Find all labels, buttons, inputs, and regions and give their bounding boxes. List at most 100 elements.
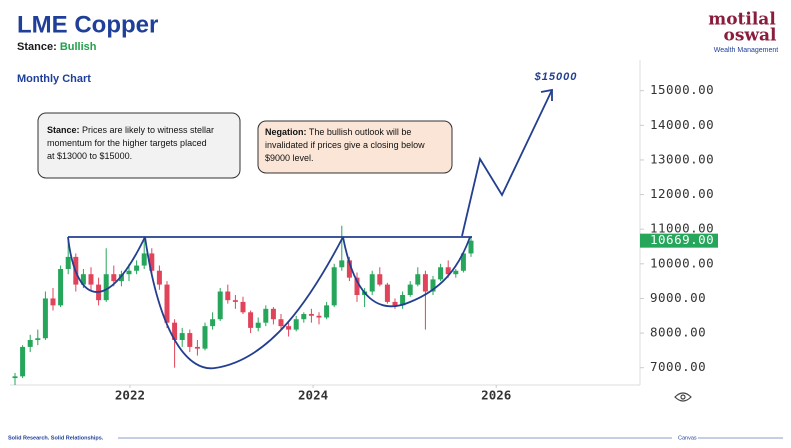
pattern <box>67 88 553 370</box>
y-tick-label: 10000.00 <box>650 255 714 270</box>
y-tick-label: 8000.00 <box>650 325 706 340</box>
candle-body <box>377 274 383 285</box>
box-line: momentum for the higher targets placed <box>47 138 207 148</box>
logo-tagline: Wealth Management <box>714 47 779 54</box>
negation-box-text: Negation: The bullish outlook will be in… <box>265 127 427 163</box>
candle-body <box>50 298 56 306</box>
box-line: invalidated if prices give a closing bel… <box>265 140 425 150</box>
candle-body <box>134 265 140 271</box>
candle-body <box>453 270 459 275</box>
candle-body <box>324 305 330 318</box>
stance-box <box>37 112 241 179</box>
candle-body <box>468 240 474 254</box>
candle-body <box>58 269 64 306</box>
projection <box>461 89 553 237</box>
candle-body <box>126 270 132 275</box>
target-label: $15000 <box>534 71 578 83</box>
box-label: Negation: <box>265 127 307 137</box>
stance-label: Stance: <box>17 41 57 53</box>
x-tick-label: 2022 <box>115 388 145 403</box>
title: LME Copper <box>17 11 158 38</box>
candle-body <box>286 326 292 330</box>
candle-body <box>278 319 284 327</box>
candle-body <box>263 308 269 323</box>
candle-body <box>415 274 421 285</box>
cup-right <box>342 236 471 308</box>
y-tick-label: 13000.00 <box>650 151 714 166</box>
candle-body <box>240 301 246 313</box>
stance: Stance: Bullish <box>17 41 97 53</box>
candle-body <box>445 267 451 275</box>
last-price-label: 10669.00 <box>650 232 714 247</box>
box-line: Prices are likely to witness stellar <box>80 125 215 135</box>
candle-body <box>422 274 428 292</box>
candle-body <box>111 274 117 282</box>
y-tick-label: 11000.00 <box>650 221 714 236</box>
candle-body <box>316 315 322 318</box>
footer-right: Canvas <box>678 435 697 441</box>
chart-subtitle: Monthly Chart <box>17 73 91 85</box>
candle-body <box>35 338 41 340</box>
x-tick-label: 2024 <box>298 388 328 403</box>
y-tick-label: 7000.00 <box>650 359 706 374</box>
candle-body <box>407 284 413 295</box>
candle-body <box>20 346 26 377</box>
candle-body <box>103 274 109 301</box>
candle-body <box>232 300 238 302</box>
candle-body <box>430 279 436 292</box>
cup-middle <box>144 236 344 370</box>
candle-body <box>331 267 337 306</box>
candle-body <box>270 308 276 320</box>
y-tick-label: 12000.00 <box>650 186 714 201</box>
candle-body <box>42 298 48 339</box>
candle-body <box>460 253 466 271</box>
candle-body <box>438 267 444 280</box>
plot <box>12 225 474 385</box>
candle-body <box>27 339 33 347</box>
candle-body <box>346 260 352 278</box>
candle-body <box>210 319 216 327</box>
candle-body <box>179 333 185 340</box>
box-label: Stance: <box>47 125 80 135</box>
candle-body <box>339 260 345 268</box>
arrow-head <box>540 88 553 101</box>
candle-body <box>354 277 360 295</box>
candle-body <box>194 346 200 349</box>
candle-body <box>384 284 390 302</box>
candle-body <box>293 319 299 330</box>
candle-body <box>255 322 261 328</box>
candle-body <box>217 291 223 320</box>
stance-box-text: Stance: Prices are likely to witness ste… <box>47 125 217 161</box>
cup-left <box>67 236 146 293</box>
candle-body <box>88 274 94 285</box>
x-tick-label: 2026 <box>481 388 511 403</box>
candle-body <box>80 274 86 285</box>
y-tick-label: 15000.00 <box>650 82 714 97</box>
candle-body <box>400 294 406 306</box>
y-tick-label: 9000.00 <box>650 290 706 305</box>
candle-body <box>301 314 307 320</box>
candle-body <box>156 270 162 285</box>
box-line: at $13000 to $15000. <box>47 151 132 161</box>
candle-body <box>369 274 375 292</box>
logo: motilal oswal Wealth Management <box>708 10 778 54</box>
y-tick-label: 14000.00 <box>650 117 714 132</box>
stance-value: Bullish <box>60 41 97 53</box>
box-line: The bullish outlook will be <box>307 127 412 137</box>
candle-body <box>202 326 208 349</box>
candle-body <box>248 312 254 328</box>
candle-body <box>149 253 155 271</box>
footer-left: Solid Research. Solid Relationships. <box>8 435 104 441</box>
last-price-box <box>640 233 718 248</box>
box-line: $9000 level. <box>265 153 314 163</box>
negation-box <box>257 120 453 174</box>
candle-body <box>12 376 18 379</box>
logo-line2: oswal <box>723 26 777 46</box>
candle-body <box>141 253 147 266</box>
candle-body <box>225 291 231 301</box>
eye-icon[interactable] <box>674 392 692 402</box>
candle-body <box>392 301 398 306</box>
candle-body <box>164 284 170 323</box>
candle-body <box>65 256 71 270</box>
